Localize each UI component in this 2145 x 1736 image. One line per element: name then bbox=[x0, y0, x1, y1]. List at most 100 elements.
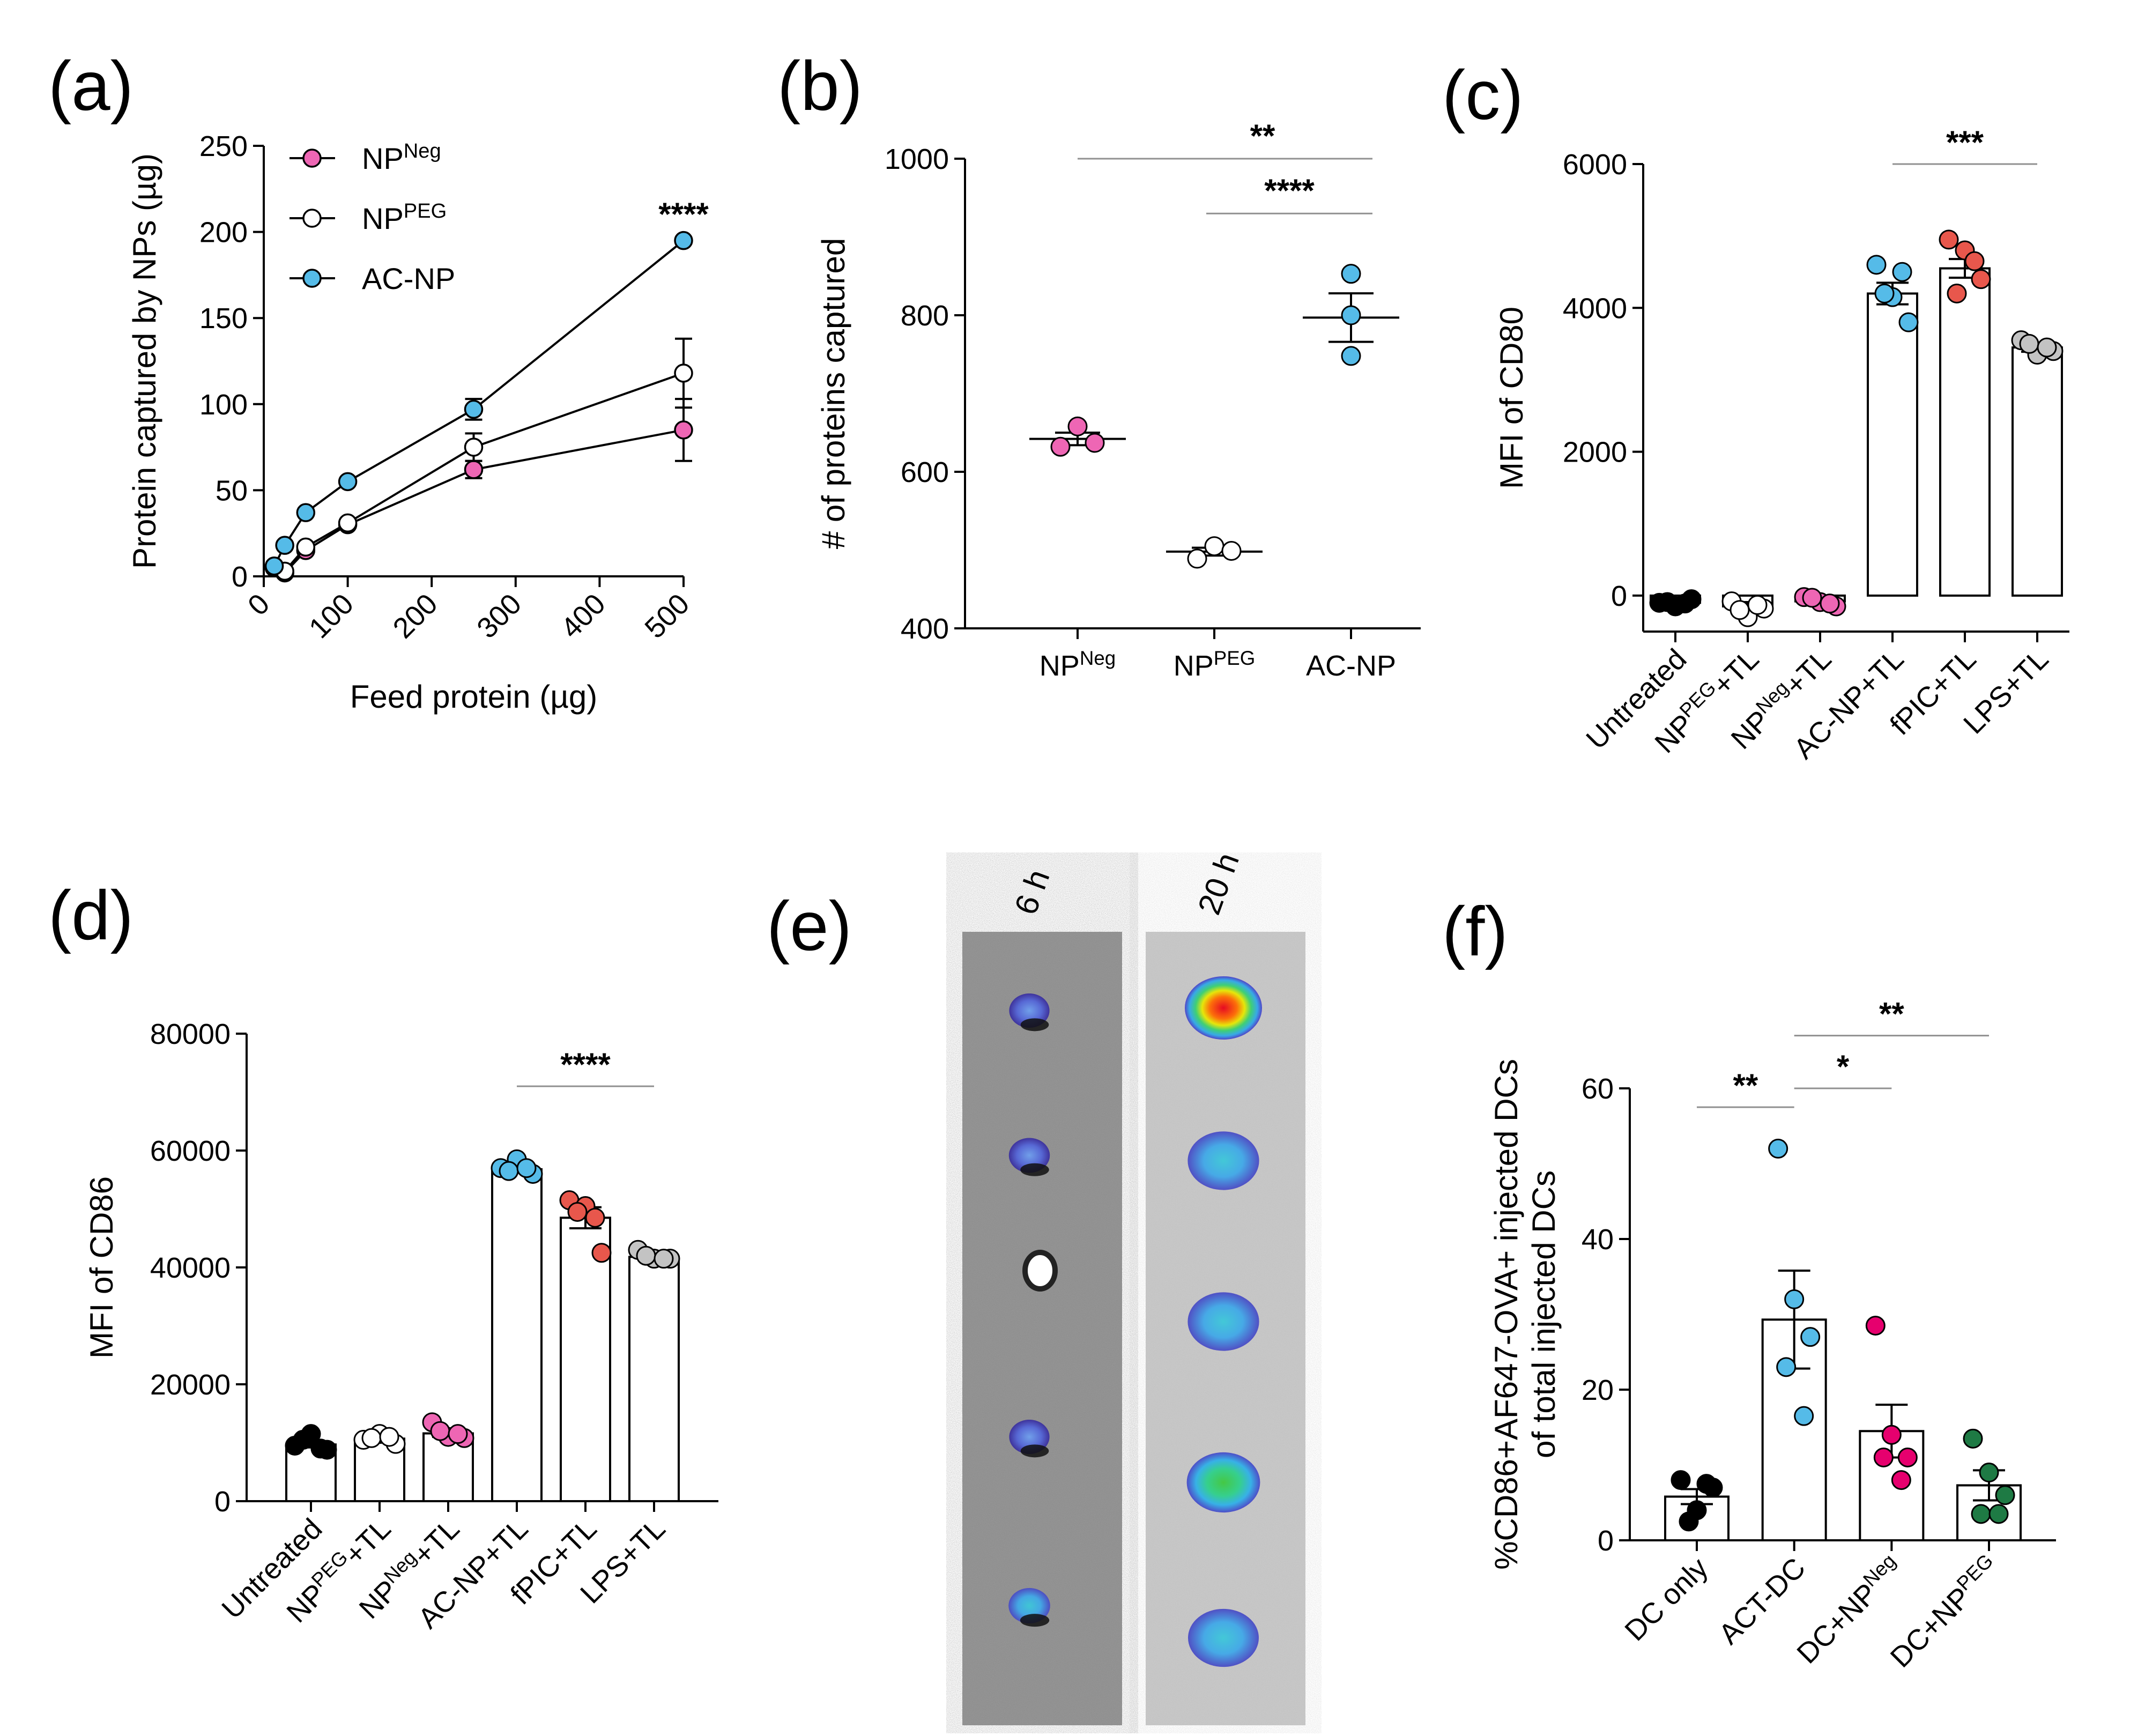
data-point bbox=[1939, 229, 1959, 250]
significance-label: ** bbox=[1733, 1067, 1758, 1103]
data-point bbox=[1747, 595, 1768, 615]
data-point bbox=[1898, 312, 1919, 332]
panel-letter-b: (b) bbox=[777, 47, 863, 125]
y-tick-label: 0 bbox=[232, 561, 248, 593]
data-point bbox=[1995, 1485, 2015, 1505]
data-point bbox=[1971, 1504, 1991, 1524]
data-point bbox=[591, 1243, 612, 1263]
data-point bbox=[1341, 346, 1361, 366]
bar bbox=[1867, 292, 1918, 597]
data-point bbox=[1776, 1357, 1797, 1377]
data-point bbox=[1341, 264, 1361, 284]
y-tick-label: 80000 bbox=[150, 1018, 231, 1050]
data-point bbox=[654, 1249, 674, 1269]
imaging-spot-shadow bbox=[1020, 1614, 1050, 1627]
y-tick-label: 600 bbox=[901, 456, 949, 488]
data-point bbox=[1671, 1470, 1691, 1490]
data-point bbox=[1963, 1428, 1983, 1449]
y-axis-label: Protein captured by NPs (µg) bbox=[127, 153, 162, 569]
y-axis-label: # of proteins captured bbox=[815, 238, 851, 549]
data-point bbox=[293, 1430, 313, 1450]
y-tick-label: 50 bbox=[216, 474, 248, 507]
significance-label: **** bbox=[658, 196, 709, 232]
legend-label: AC-NP bbox=[362, 262, 455, 295]
bar bbox=[491, 1168, 543, 1502]
imaging-spot-shadow bbox=[1020, 1444, 1049, 1458]
data-point bbox=[1675, 593, 1695, 614]
y-tick-label: 150 bbox=[199, 302, 248, 335]
data-point bbox=[1784, 1289, 1805, 1309]
data-point bbox=[1730, 600, 1750, 620]
y-tick-label: 60000 bbox=[150, 1135, 231, 1167]
data-point bbox=[1050, 436, 1071, 457]
data-point bbox=[1800, 1327, 1821, 1347]
data-point bbox=[1204, 536, 1224, 557]
y-tick-label: 1000 bbox=[885, 143, 949, 175]
y-tick-label: 40000 bbox=[150, 1252, 231, 1284]
imaging-panel: 6 h 20 h bbox=[962, 848, 1305, 1725]
imaging-spot-unlabeled bbox=[1022, 1250, 1058, 1292]
y-axis-label: MFI of CD80 bbox=[1494, 307, 1530, 489]
data-point bbox=[430, 1421, 450, 1441]
data-point bbox=[674, 363, 693, 383]
data-point bbox=[1794, 1406, 1814, 1426]
chart-f: 0 20 40 60 %CD86+AF647-OVA+ injected DCs of t… bbox=[1488, 996, 2056, 1674]
data-point bbox=[338, 513, 358, 533]
y-tick-label: 20000 bbox=[150, 1369, 231, 1401]
bar bbox=[2012, 346, 2063, 597]
x-tick-label: 400 bbox=[555, 588, 612, 644]
x-tick-label: 200 bbox=[387, 588, 444, 644]
data-point bbox=[499, 1161, 519, 1181]
x-tick-label: ACT-DC bbox=[1713, 1552, 1812, 1651]
y-tick-label: 200 bbox=[199, 217, 248, 249]
data-point bbox=[1679, 1511, 1699, 1532]
y-tick-label: 0 bbox=[214, 1486, 231, 1518]
data-point bbox=[310, 1438, 331, 1459]
data-point bbox=[1696, 1474, 1717, 1494]
x-tick-label: NPNeg bbox=[1040, 647, 1116, 682]
x-tick-label: DC+NPPEG bbox=[1882, 1549, 2007, 1674]
significance-label: ** bbox=[1879, 996, 1904, 1032]
data-point bbox=[585, 1207, 605, 1228]
data-point bbox=[567, 1201, 588, 1222]
data-point bbox=[1892, 262, 1912, 282]
imaging-spot bbox=[1188, 1608, 1259, 1667]
y-tick-label: 400 bbox=[901, 613, 949, 645]
x-tick-label: DC only bbox=[1619, 1552, 1714, 1647]
y-axis-label: %CD86+AF647-OVA+ injected DCs bbox=[1488, 1059, 1524, 1570]
data-point bbox=[361, 1428, 382, 1448]
panel-letter-e: (e) bbox=[767, 887, 852, 965]
significance-label: **** bbox=[1264, 173, 1315, 209]
y-tick-label: 0 bbox=[1598, 1525, 1614, 1557]
data-point bbox=[296, 503, 316, 522]
data-point bbox=[674, 420, 693, 440]
imaging-spot bbox=[1186, 1452, 1260, 1513]
legend-marker bbox=[302, 209, 322, 228]
data-point bbox=[464, 399, 484, 419]
y-tick-label: 0 bbox=[1611, 580, 1627, 612]
data-point bbox=[1891, 1470, 1911, 1490]
data-point bbox=[338, 472, 358, 492]
x-axis-label: Feed protein (µg) bbox=[350, 679, 597, 715]
y-tick-label: 20 bbox=[1582, 1374, 1614, 1406]
legend-label-superscript: PEG bbox=[404, 200, 447, 222]
imaging-spot-shadow bbox=[1020, 1018, 1049, 1032]
y-tick-label: 4000 bbox=[1563, 292, 1627, 324]
data-point bbox=[1988, 1504, 2009, 1524]
legend-label: NPPEG bbox=[362, 200, 447, 235]
y-tick-label: 250 bbox=[199, 130, 248, 162]
data-point bbox=[296, 537, 316, 557]
x-tick-label: 500 bbox=[639, 588, 695, 644]
data-point bbox=[1947, 283, 1967, 303]
y-tick-label: 6000 bbox=[1563, 149, 1627, 181]
data-point bbox=[2037, 337, 2057, 358]
x-tick-label: AC-NP bbox=[1306, 650, 1396, 682]
data-point bbox=[1897, 1447, 1918, 1467]
significance-label: * bbox=[1837, 1049, 1850, 1085]
data-point bbox=[1964, 251, 1985, 271]
legend-marker bbox=[302, 149, 322, 168]
x-tick-label: 300 bbox=[471, 588, 528, 644]
imaging-time-label: 20 h bbox=[1191, 848, 1246, 919]
